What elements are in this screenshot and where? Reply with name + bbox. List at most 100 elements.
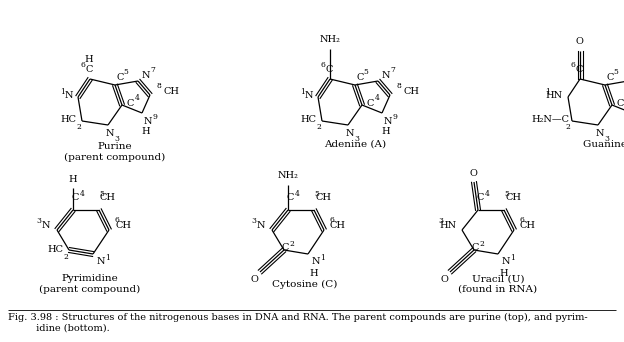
Text: CH: CH [100,194,116,202]
Text: HC: HC [47,245,63,253]
Text: C: C [116,73,124,81]
Text: Uracil (U)
(found in RNA): Uracil (U) (found in RNA) [459,274,537,294]
Text: Pyrimidine
(parent compound): Pyrimidine (parent compound) [39,274,140,294]
Text: 5: 5 [505,190,509,198]
Text: NH₂: NH₂ [278,171,298,181]
Text: 9: 9 [392,113,397,121]
Text: H: H [85,55,94,65]
Text: N: N [97,258,105,266]
Text: C: C [71,194,79,202]
Text: 3: 3 [605,135,610,143]
Text: 6: 6 [115,216,119,224]
Text: N: N [305,92,313,101]
Text: 5: 5 [124,68,129,76]
Text: O: O [575,37,583,45]
Text: 9: 9 [152,113,157,121]
Text: O: O [440,275,448,284]
Text: 2: 2 [77,123,82,131]
Text: 4: 4 [80,190,84,198]
Text: N: N [256,222,265,231]
Text: 3: 3 [114,135,120,143]
Text: C: C [281,244,289,252]
Text: 4: 4 [135,94,139,102]
Text: N: N [382,70,390,79]
Text: CH: CH [315,194,331,202]
Text: CH: CH [505,194,521,202]
Text: Cytosine (C): Cytosine (C) [272,279,338,289]
Text: N: N [502,258,510,266]
Text: CH: CH [404,87,420,95]
Text: 6: 6 [520,216,524,224]
Text: 5: 5 [613,68,618,76]
Text: N: N [42,222,51,231]
Text: 2: 2 [480,240,484,248]
Text: N: N [596,130,604,139]
Text: 6: 6 [329,216,334,224]
Text: 2: 2 [290,240,295,248]
Text: C: C [85,66,93,75]
Text: 3: 3 [251,217,256,225]
Text: HN: HN [545,92,563,101]
Text: CH: CH [330,222,346,231]
Text: H: H [500,269,509,278]
Text: H: H [310,269,318,278]
Text: NH₂: NH₂ [319,35,341,43]
Text: 2: 2 [316,123,321,131]
Text: 1: 1 [61,88,66,96]
Text: C: C [575,66,583,75]
Text: 1: 1 [545,88,550,96]
Text: H: H [382,128,391,136]
Text: 6: 6 [80,61,85,69]
Text: 5: 5 [314,190,319,198]
Text: N: N [142,70,150,79]
Text: 3: 3 [36,217,42,225]
Text: HC: HC [60,116,76,124]
Text: 7: 7 [150,66,155,74]
Text: 4: 4 [485,190,489,198]
Text: H: H [69,175,77,184]
Text: 2: 2 [64,253,69,261]
Text: C: C [366,98,374,107]
Text: 3: 3 [439,217,444,225]
Text: N: N [144,117,152,126]
Text: C: C [617,98,623,107]
Text: 5: 5 [364,68,368,76]
Text: N: N [105,130,114,139]
Text: CH: CH [115,222,131,231]
Text: Adenine (A): Adenine (A) [324,140,386,148]
Text: C: C [607,73,613,81]
Text: 6: 6 [321,61,326,69]
Text: N: N [346,130,354,139]
Text: C: C [126,98,134,107]
Text: 3: 3 [354,135,359,143]
Text: 1: 1 [301,88,305,96]
Text: O: O [469,169,477,177]
Text: H₂N—C: H₂N—C [531,116,569,124]
Text: C: C [476,194,484,202]
Text: N: N [312,258,320,266]
Text: C: C [356,73,364,81]
Text: H: H [142,128,150,136]
Text: Purine
(parent compound): Purine (parent compound) [64,142,165,162]
Text: N: N [65,92,73,101]
Text: CH: CH [520,222,536,231]
Text: HN: HN [439,222,457,231]
Text: 4: 4 [374,94,379,102]
Text: 1: 1 [105,254,110,262]
Text: C: C [471,244,479,252]
Text: N: N [384,117,392,126]
Text: 1: 1 [321,254,326,262]
Text: CH: CH [164,87,180,95]
Text: 7: 7 [391,66,396,74]
Text: 8: 8 [157,82,162,90]
Text: Fig. 3.98 : Structures of the nitrogenous bases in DNA and RNA. The parent compo: Fig. 3.98 : Structures of the nitrogenou… [8,313,588,332]
Text: 1: 1 [510,254,515,262]
Text: 2: 2 [565,123,570,131]
Text: HC: HC [300,116,316,124]
Text: O: O [250,275,258,284]
Text: 5: 5 [100,190,104,198]
Text: C: C [325,66,333,75]
Text: 6: 6 [570,61,575,69]
Text: C: C [286,194,294,202]
Text: Guanine (G): Guanine (G) [583,140,624,148]
